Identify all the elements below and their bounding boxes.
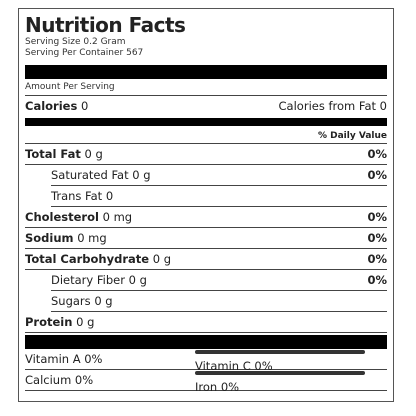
nutrient-amount: 0 g <box>84 147 103 161</box>
nutrient-name-group: Protein 0 g <box>25 315 94 329</box>
nutrient-amount: 0 mg <box>77 231 107 245</box>
daily-value-header: % Daily Value <box>25 129 387 144</box>
vitamin-text: Vitamin C 0% <box>195 359 273 373</box>
bullet <box>195 350 365 354</box>
nutrient-list: Total Fat 0 g 0% Saturated Fat 0 g 0% Trans … <box>25 144 387 333</box>
nutrient-amount: 0 g <box>132 168 151 182</box>
vitamin-text: Calcium 0% <box>25 373 94 387</box>
calories-value: 0 <box>80 99 89 113</box>
nutrient-label: Total Carbohydrate <box>25 252 150 266</box>
nutrient-row: Cholesterol 0 mg 0% <box>25 207 387 228</box>
vitamin-text: Iron 0% <box>195 380 240 394</box>
nutrient-row: Sugars 0 g <box>51 291 387 312</box>
divider <box>25 65 387 79</box>
daily-value: 0% <box>367 252 387 266</box>
vitamin-list: Vitamin A 0% Vitamin C 0% Calcium 0% Iron 0… <box>25 349 387 394</box>
nutrient-label: Trans Fat <box>51 189 103 203</box>
vitamin-row: Calcium 0% Iron 0% <box>25 370 387 394</box>
divider <box>25 118 387 126</box>
nutrient-amount: 0 g <box>76 315 95 329</box>
bullet <box>195 371 365 375</box>
nutrient-name-group: Sodium 0 mg <box>25 231 107 245</box>
nutrient-row: Saturated Fat 0 g 0% <box>51 165 387 186</box>
vitamin-item: Vitamin C 0% <box>195 345 365 373</box>
nutrient-row: Trans Fat 0 <box>51 186 387 207</box>
serving-size: Serving Size 0.2 Gram <box>25 37 126 47</box>
vitamin-item: Vitamin A 0% <box>25 352 195 366</box>
nutrient-row: Total Fat 0 g 0% <box>25 144 387 165</box>
nutrient-row: Dietary Fiber 0 g 0% <box>51 270 387 291</box>
nutrient-label: Saturated Fat <box>51 168 129 182</box>
nutrient-label: Total Fat <box>25 147 81 161</box>
nutrient-name-group: Sugars 0 g <box>51 294 113 308</box>
nutrient-row: Protein 0 g <box>25 312 387 333</box>
calories-from-fat: Calories from Fat 0 <box>278 99 387 113</box>
nutrient-name-group: Total Fat 0 g <box>25 147 103 161</box>
nutrient-name-group: Cholesterol 0 mg <box>25 210 132 224</box>
amount-per-serving: Amount Per Serving <box>25 82 387 96</box>
nutrient-name-group: Saturated Fat 0 g <box>51 168 151 182</box>
daily-value: 0% <box>367 210 387 224</box>
title: Nutrition Facts <box>25 13 186 37</box>
vitamin-item: Iron 0% <box>195 366 365 394</box>
nutrient-label: Sugars <box>51 294 91 308</box>
nutrient-row: Sodium 0 mg 0% <box>25 228 387 249</box>
nutrient-label: Dietary Fiber <box>51 273 125 287</box>
vitamin-item: Calcium 0% <box>25 373 195 387</box>
servings-per-container: Serving Per Container 567 <box>25 48 144 58</box>
daily-value: 0% <box>367 147 387 161</box>
nutrient-amount: 0 <box>105 189 114 203</box>
nutrient-row: Total Carbohydrate 0 g 0% <box>25 249 387 270</box>
nutrient-label: Cholesterol <box>25 210 99 224</box>
daily-value: 0% <box>367 273 387 287</box>
nutrient-amount: 0 mg <box>102 210 133 224</box>
calories-row: Calories 0 Calories from Fat 0 <box>25 96 387 116</box>
nutrient-amount: 0 g <box>152 252 172 266</box>
vitamin-row: Vitamin A 0% Vitamin C 0% <box>25 349 387 373</box>
nutrient-amount: 0 g <box>128 273 147 287</box>
nutrient-name-group: Dietary Fiber 0 g <box>51 273 147 287</box>
daily-value: 0% <box>367 231 387 245</box>
divider <box>25 335 387 349</box>
daily-value: 0% <box>367 168 387 182</box>
nutrient-name-group: Total Carbohydrate 0 g <box>25 252 171 266</box>
nutrient-amount: 0 g <box>94 294 113 308</box>
nutrition-label: Nutrition Facts Serving Size 0.2 Gram Se… <box>18 8 394 402</box>
vitamin-text: Vitamin A 0% <box>25 352 103 366</box>
nutrient-name-group: Trans Fat 0 <box>51 189 113 203</box>
nutrient-label: Sodium <box>25 231 74 245</box>
nutrient-label: Protein <box>25 315 73 329</box>
calories-label: Calories <box>25 99 78 113</box>
